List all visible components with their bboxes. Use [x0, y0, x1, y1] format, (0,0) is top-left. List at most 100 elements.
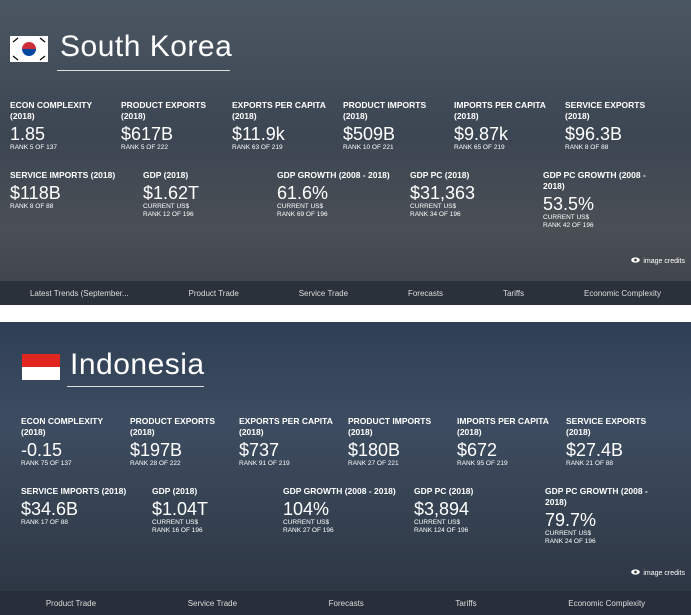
stat-label: GDP PC GROWTH (2008 - 2018): [545, 486, 648, 507]
stat-label: PRODUCT IMPORTS (2018): [343, 100, 427, 121]
nav-item[interactable]: Tariffs: [455, 598, 477, 608]
stat-value: $27.4B: [566, 440, 624, 460]
nav-item[interactable]: Product Trade: [45, 598, 97, 608]
stat-card: GDP PC (2018) $31,363 CURRENT US$ RANK 34 O…: [410, 170, 535, 219]
stat-card: IMPORTS PER CAPITA (2018) $9.87k RANK 65 O…: [454, 100, 560, 152]
stat-label: SERVICE IMPORTS (2018): [10, 170, 116, 180]
stat-value: $737: [239, 440, 280, 460]
nav-item[interactable]: Service Trade: [298, 288, 349, 298]
stat-note: CURRENT US$: [410, 203, 457, 210]
stat-card: GDP PC (2018) $3,894 CURRENT US$ RANK 124 O…: [414, 486, 539, 535]
nav-item[interactable]: Forecasts: [407, 288, 444, 298]
stat-card: GDP PC GROWTH (2008 - 2018) 53.5% CURRENT …: [543, 170, 668, 230]
stat-label: GDP PC GROWTH (2008 - 2018): [543, 170, 646, 191]
nav-bar: Latest Trends (September... Product Trade…: [0, 281, 691, 305]
stat-label: GDP GROWTH (2008 - 2018): [277, 170, 390, 180]
stat-card: GDP PC GROWTH (2008 - 2018) 79.7% CURRENT …: [545, 486, 670, 546]
stat-value: 79.7%: [545, 510, 597, 530]
stat-label: PRODUCT EXPORTS (2018): [130, 416, 216, 437]
stat-note: CURRENT US$: [152, 519, 199, 526]
country-title: Indonesia: [70, 348, 205, 381]
stat-card: GDP GROWTH (2008 - 2018) 104% CURRENT US$ R…: [283, 486, 408, 535]
stat-card: ECON COMPLEXITY (2018) -0.15 RANK 75 OF 13…: [21, 416, 127, 468]
stat-label: GDP GROWTH (2008 - 2018): [283, 486, 396, 496]
image-credits: image credits: [643, 258, 685, 265]
title-underline: [67, 386, 204, 387]
stat-label: ECON COMPLEXITY (2018): [10, 100, 93, 121]
stat-value: $197B: [130, 440, 183, 460]
stat-value: -0.15: [21, 440, 63, 460]
nav-item[interactable]: Forecasts: [328, 598, 364, 608]
stat-card: EXPORTS PER CAPITA (2018) $737 RANK 91 OF …: [239, 416, 345, 468]
stat-note: CURRENT US$: [543, 214, 590, 221]
stat-label: SERVICE EXPORTS (2018): [566, 416, 647, 437]
title-underline: [57, 70, 230, 71]
country-panel: Indonesia ECON COMPLEXITY (2018) -0.15 RAN…: [0, 322, 691, 615]
nav-item[interactable]: Product Trade: [188, 288, 239, 298]
flag: [10, 36, 48, 62]
stat-value: 104%: [283, 499, 330, 519]
stat-value: $509B: [343, 124, 396, 144]
stat-note: RANK 95 OF 219: [457, 460, 508, 467]
stat-label: GDP (2018): [143, 170, 189, 180]
stat-label: EXPORTS PER CAPITA (2018): [239, 416, 333, 437]
stat-note: RANK 16 OF 196: [152, 527, 203, 534]
stat-value: 61.6%: [277, 183, 329, 203]
image-credits-link[interactable]: image credits: [631, 257, 685, 265]
stat-note: CURRENT US$: [283, 519, 330, 526]
stat-card: GDP GROWTH (2008 - 2018) 61.6% CURRENT US$…: [277, 170, 402, 219]
stat-label: SERVICE EXPORTS (2018): [565, 100, 646, 121]
stat-value: $118B: [10, 183, 61, 203]
stat-label: PRODUCT IMPORTS (2018): [348, 416, 432, 437]
stat-card: PRODUCT EXPORTS (2018) $197B RANK 28 OF 22…: [130, 416, 236, 468]
stat-note: CURRENT US$: [545, 530, 592, 537]
stat-note: RANK 28 OF 222: [130, 460, 181, 467]
stat-label: IMPORTS PER CAPITA (2018): [454, 100, 546, 121]
country-panel: South Korea ECON COMPLEXITY (2018) 1.85 RA…: [0, 0, 691, 305]
stat-note: RANK 63 OF 219: [232, 144, 283, 151]
stat-label: SERVICE IMPORTS (2018): [21, 486, 127, 496]
stat-note: RANK 24 OF 196: [545, 538, 596, 545]
stat-note: CURRENT US$: [143, 203, 190, 210]
stat-card: GDP (2018) $1.62T CURRENT US$ RANK 12 OF 19…: [143, 170, 268, 219]
nav-item[interactable]: Economic Complexity: [584, 288, 661, 298]
stat-label: GDP PC (2018): [414, 486, 474, 496]
eye-icon: [631, 257, 641, 263]
stat-note: CURRENT US$: [277, 203, 324, 210]
stat-note: RANK 12 OF 196: [143, 211, 194, 218]
nav-bar: Product Trade Service Trade Forecasts Tarif…: [0, 591, 691, 615]
stat-note: RANK 5 OF 222: [121, 144, 168, 151]
image-credits: image credits: [643, 570, 685, 577]
stat-note: RANK 34 OF 196: [410, 211, 461, 218]
stat-value: $672: [457, 440, 498, 460]
stat-value: 53.5%: [543, 194, 595, 214]
eye-icon: [631, 569, 641, 575]
stat-card: SERVICE IMPORTS (2018) $34.6B RANK 17 OF 8…: [21, 486, 146, 527]
stat-note: RANK 75 OF 137: [21, 460, 72, 467]
stat-note: RANK 69 OF 196: [277, 211, 328, 218]
stat-note: RANK 65 OF 219: [454, 144, 505, 151]
nav-item[interactable]: Service Trade: [187, 598, 238, 608]
stat-value: $34.6B: [21, 499, 79, 519]
stat-value: 1.85: [10, 124, 46, 144]
stat-note: RANK 124 OF 196: [414, 527, 469, 534]
stat-value: $96.3B: [565, 124, 623, 144]
stat-card: EXPORTS PER CAPITA (2018) $11.9k RANK 63 O…: [232, 100, 338, 152]
stat-card: PRODUCT EXPORTS (2018) $617B RANK 5 OF 222: [121, 100, 227, 152]
stat-note: RANK 5 OF 137: [10, 144, 57, 151]
nav-item[interactable]: Economic Complexity: [568, 598, 646, 608]
nav-item[interactable]: Tariffs: [502, 288, 525, 298]
stat-note: RANK 27 OF 196: [283, 527, 334, 534]
stat-label: PRODUCT EXPORTS (2018): [121, 100, 207, 121]
stat-value: $1.62T: [143, 183, 200, 203]
flag: [22, 354, 60, 380]
nav-item[interactable]: Latest Trends (September...: [29, 288, 129, 298]
stat-card: GDP (2018) $1.04T CURRENT US$ RANK 16 OF 19…: [152, 486, 277, 535]
stat-note: RANK 42 OF 196: [543, 222, 594, 229]
stat-note: RANK 17 OF 88: [21, 519, 68, 526]
stat-value: $9.87k: [454, 124, 509, 144]
stat-card: PRODUCT IMPORTS (2018) $509B RANK 10 OF 22…: [343, 100, 449, 152]
image-credits-link[interactable]: image credits: [631, 569, 685, 577]
stat-value: $31,363: [410, 183, 476, 203]
